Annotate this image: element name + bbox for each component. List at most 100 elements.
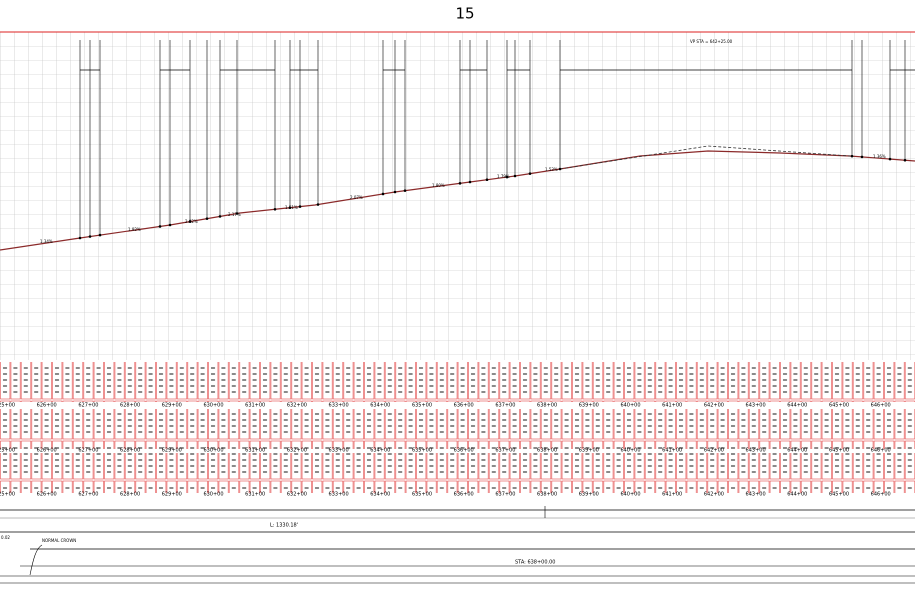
station-label: 640+00 (620, 492, 640, 498)
station-label: 626+00 (37, 448, 57, 454)
station-label: 628+00 (120, 492, 140, 498)
station-label: 628+00 (120, 448, 140, 454)
station-label: 630+00 (203, 492, 223, 498)
station-label: 643+00 (746, 492, 766, 498)
station-label: 629+00 (162, 492, 182, 498)
station-label: 635+00 (412, 492, 432, 498)
station-label: 637+00 (495, 492, 515, 498)
grade-label: 1.36% (873, 154, 886, 159)
station-label: 637+00 (495, 448, 515, 454)
station-label: 633+00 (329, 492, 349, 498)
pvi-point (485, 178, 489, 182)
station-label: 641+00 (662, 448, 682, 454)
profile-grid (0, 32, 915, 360)
grade-label: 1.80% (432, 183, 445, 188)
grade-label: 1.51% (285, 205, 298, 210)
pvi-point (298, 205, 302, 208)
station-label: 639+00 (579, 403, 599, 409)
station-label: 633+00 (329, 403, 349, 409)
station-label: 629+00 (162, 448, 182, 454)
station-label: 639+00 (579, 448, 599, 454)
pvi-point (88, 235, 92, 238)
pvi-point (158, 225, 162, 228)
elevation-band (0, 409, 915, 449)
station-label: 630+00 (203, 448, 223, 454)
profile-line (0, 150, 915, 251)
station-label: 627+00 (78, 403, 98, 409)
grade-label: 1.92% (128, 227, 141, 232)
station-label: 642+00 (704, 492, 724, 498)
pvi-point (850, 154, 854, 158)
grade-label: 2.07% (350, 195, 363, 200)
station-label: 635+00 (412, 403, 432, 409)
station-label: 641+00 (662, 403, 682, 409)
station-label: 626+00 (37, 492, 57, 498)
pvi-point (205, 217, 209, 220)
station-label: 645+00 (829, 448, 849, 454)
station-label: 644+00 (787, 492, 807, 498)
slope-label: 0.02 (1, 535, 10, 540)
sheet-number: 15 (455, 5, 474, 23)
grade-label: 2.17% (228, 212, 241, 217)
elevation-band (0, 362, 915, 402)
elevation-band (0, 453, 915, 493)
station-label: 634+00 (370, 403, 390, 409)
pvi-point (513, 174, 517, 178)
pvi-point (403, 189, 407, 192)
station-label: 631+00 (245, 448, 265, 454)
station-label: 640+00 (620, 403, 640, 409)
station-label: 636+00 (454, 403, 474, 409)
pvi-point (78, 236, 82, 240)
station-label: 628+00 (120, 403, 140, 409)
station-label: 627+00 (78, 448, 98, 454)
station-label: 634+00 (370, 492, 390, 498)
curve-label: VP STA = 642+25.00 (690, 39, 733, 44)
station-label: 645+00 (829, 492, 849, 498)
station-label: 636+00 (454, 448, 474, 454)
station-label: 639+00 (579, 492, 599, 498)
station-label: 644+00 (787, 448, 807, 454)
station-label: 625+00 (0, 403, 15, 409)
station-label: 636+00 (454, 492, 474, 498)
station-label: 637+00 (495, 403, 515, 409)
station-label: 640+00 (620, 448, 640, 454)
pvi-point (505, 175, 509, 179)
station-label: 644+00 (787, 403, 807, 409)
station-label: STA: 638+00.00 (515, 560, 556, 566)
station-label: 646+00 (871, 448, 891, 454)
pvi-point (218, 215, 222, 218)
station-label: 635+00 (412, 448, 432, 454)
pvi-point (458, 182, 462, 185)
pvi-point (860, 155, 864, 159)
station-label: 645+00 (829, 403, 849, 409)
station-label: 646+00 (871, 492, 891, 498)
curve-length: L: 1330.18' (270, 523, 298, 529)
station-label: 630+00 (203, 403, 223, 409)
pvi-point (168, 223, 172, 227)
station-label: 634+00 (370, 448, 390, 454)
station-label: 641+00 (662, 492, 682, 498)
pvi-point (528, 172, 532, 175)
pvi-point (903, 158, 907, 162)
pvi-point (558, 167, 562, 171)
grade-label: 1.79% (497, 174, 510, 179)
station-label: 625+00 (0, 448, 15, 454)
station-label: 629+00 (162, 403, 182, 409)
station-label: 632+00 (287, 448, 307, 454)
station-label: 638+00 (537, 448, 557, 454)
pvi-point (468, 180, 472, 184)
station-label: 631+00 (245, 492, 265, 498)
crown-transition (29, 544, 43, 576)
grade-label: 2.02% (185, 219, 198, 224)
grade-label: 1.53% (545, 167, 558, 172)
station-label: 643+00 (746, 403, 766, 409)
pvi-point (381, 192, 385, 196)
pvi-point (288, 206, 292, 209)
crown-label: NORMAL CROWN (42, 538, 76, 543)
pvi-point (235, 212, 239, 215)
grade-label: 1.34% (40, 239, 53, 244)
pvi-point (316, 203, 320, 206)
pvi-point (98, 233, 102, 237)
station-label: 643+00 (746, 448, 766, 454)
